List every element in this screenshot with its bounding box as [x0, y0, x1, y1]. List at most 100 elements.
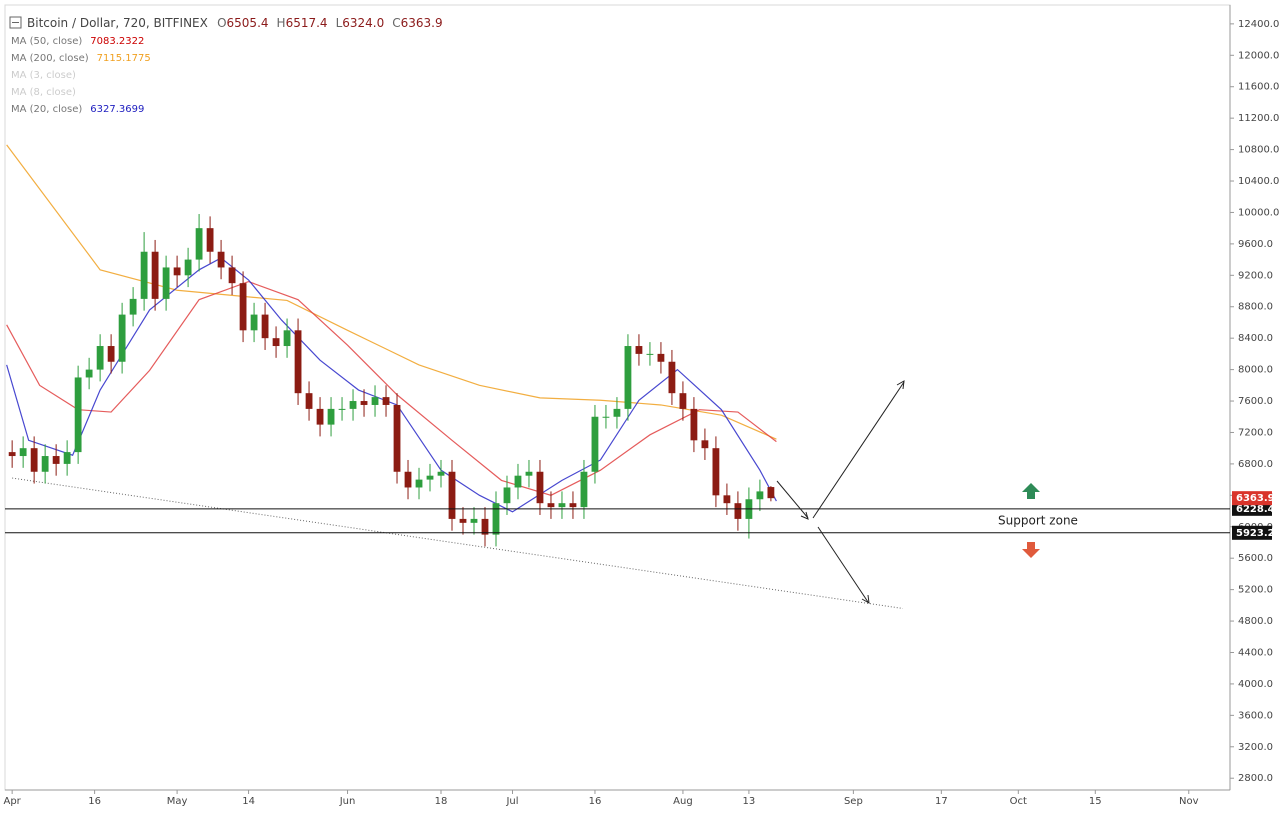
study-value: 6327.3699	[90, 104, 144, 115]
x-tick-label: May	[167, 796, 188, 807]
candle-body	[8, 452, 16, 457]
candle-body	[415, 479, 423, 488]
ma-line	[6, 280, 777, 496]
x-tick-label: Sep	[844, 796, 863, 807]
candle-body	[129, 298, 137, 315]
candle-body	[459, 518, 467, 523]
y-tick-label: 5600.0	[1238, 553, 1273, 564]
y-tick-label: 12000.0	[1238, 50, 1279, 61]
candle-body	[162, 267, 170, 299]
candle-body	[734, 503, 742, 519]
level-label: 5923.2	[1236, 528, 1275, 539]
x-tick-label: 15	[1089, 796, 1102, 807]
ohlc-label: O	[217, 16, 226, 30]
study-name: MA (3, close)	[11, 70, 76, 81]
candle-body	[602, 416, 610, 418]
last-price-label-bg	[1232, 491, 1272, 506]
ohlc-value: 6324.0	[342, 16, 384, 30]
y-tick-label: 12400.0	[1238, 19, 1279, 30]
candle-body	[525, 471, 533, 476]
y-tick-label: 11600.0	[1238, 82, 1279, 93]
y-tick-label: 10000.0	[1238, 207, 1279, 218]
candle-body	[217, 251, 225, 268]
candle-body	[426, 475, 434, 480]
level-label: 6228.4	[1236, 504, 1275, 515]
candle-body	[327, 408, 335, 425]
ohlc-value: 6505.4	[227, 16, 269, 30]
candle-body	[580, 471, 588, 508]
y-tick-label: 9200.0	[1238, 270, 1273, 281]
candle-body	[613, 408, 621, 417]
candle-body	[668, 361, 676, 394]
y-tick-label: 7200.0	[1238, 427, 1273, 438]
candle-body	[437, 471, 445, 476]
candle-body	[206, 228, 214, 252]
candle-body	[272, 338, 280, 347]
candle-body	[371, 397, 379, 405]
ohlc-value: 6363.9	[401, 16, 443, 30]
candle-body	[547, 503, 555, 508]
level-label-bg	[1232, 525, 1272, 540]
y-tick-label: 9600.0	[1238, 239, 1273, 250]
arrow	[776, 480, 809, 519]
candle-body	[250, 314, 258, 331]
candle-body	[569, 503, 577, 508]
x-tick-label: Aug	[673, 796, 693, 807]
y-tick-label: 5200.0	[1238, 585, 1273, 596]
candle-body	[107, 346, 115, 362]
collapse-icon[interactable]	[9, 16, 22, 29]
arrow	[817, 526, 869, 603]
y-tick-label: 8000.0	[1238, 365, 1273, 376]
trendline	[12, 477, 903, 609]
study-legend: MA (50, close) 7083.2322	[11, 36, 144, 47]
arrow-head	[896, 380, 905, 390]
candle-body	[503, 487, 511, 504]
x-tick-label: 17	[935, 796, 948, 807]
candle-body	[657, 353, 665, 362]
y-tick-label: 4800.0	[1238, 616, 1273, 627]
candle-body	[261, 314, 269, 339]
candle-body	[140, 251, 148, 299]
annotation: Support zone	[998, 514, 1078, 528]
legend-header: Bitcoin / Dollar, 720, BITFINEX O6505.4 H6…	[27, 16, 443, 30]
y-tick-label: 10800.0	[1238, 145, 1279, 156]
study-value: 7083.2322	[90, 36, 144, 47]
candle-body	[85, 369, 93, 378]
candle-body	[723, 495, 731, 504]
candle-body	[360, 401, 368, 405]
candle-body	[118, 314, 126, 362]
candle-body	[151, 251, 159, 299]
study-value: 7115.1775	[97, 53, 151, 64]
candle-body	[624, 346, 632, 409]
candle-body	[448, 471, 456, 519]
arrow-head	[861, 594, 870, 604]
candle-body	[690, 408, 698, 441]
ohlc-label: L	[336, 16, 343, 30]
x-tick-label: Apr	[3, 796, 21, 807]
x-tick-label: Jul	[505, 796, 518, 807]
ohlc-value: 6517.4	[286, 16, 328, 30]
ohlc-label: C	[392, 16, 400, 30]
candle-body	[173, 267, 181, 276]
x-tick-label: 16	[589, 796, 602, 807]
projection-arrows	[776, 380, 905, 604]
candle-body	[294, 330, 302, 394]
candle-body	[470, 518, 478, 523]
candle-body	[635, 346, 643, 354]
legend: Bitcoin / Dollar, 720, BITFINEX O6505.4 H6…	[9, 16, 443, 115]
candle-body	[646, 353, 654, 355]
candle-body	[591, 416, 599, 472]
candle-body	[492, 503, 500, 535]
candle-body	[184, 259, 192, 276]
candle-body	[481, 518, 489, 535]
y-tick-label: 7600.0	[1238, 396, 1273, 407]
candle-body	[52, 456, 60, 464]
candle-body	[404, 471, 412, 488]
candle-body	[349, 401, 357, 409]
candle-body	[679, 393, 687, 409]
candle-body	[767, 487, 775, 499]
arrow-head	[800, 511, 809, 520]
y-tick-label: 11200.0	[1238, 113, 1279, 124]
